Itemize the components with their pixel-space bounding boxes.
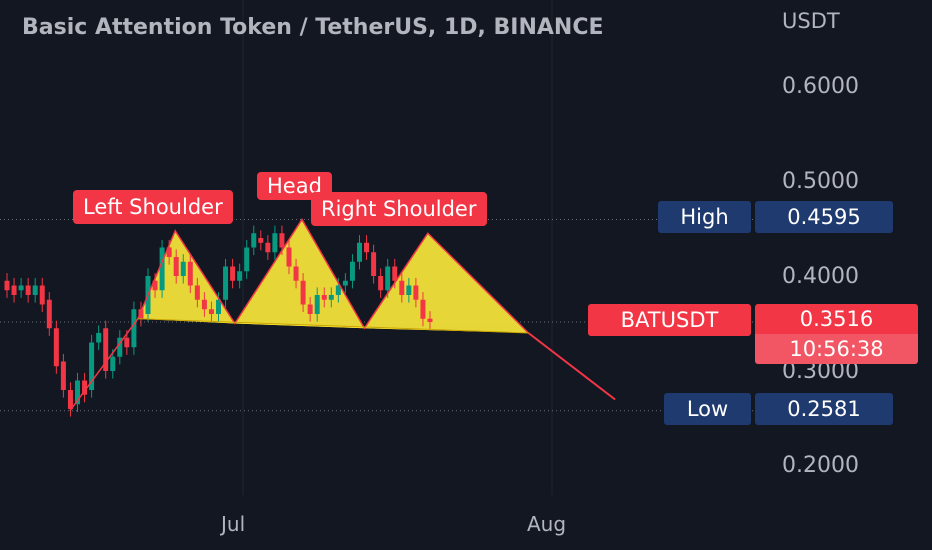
- candle-body-14: [103, 328, 109, 371]
- candle-body-28: [201, 299, 207, 310]
- candle-body-16: [117, 337, 123, 357]
- candle-body-18: [131, 309, 137, 348]
- right-shoulder-label: Right Shoulder: [311, 192, 487, 226]
- left-shoulder-triangle: [137, 230, 235, 324]
- y-tick-0600: 0.6000: [782, 74, 859, 99]
- high-value-tag: 0.4595: [755, 201, 893, 233]
- chart-title: Basic Attention Token / TetherUS, 1D, BI…: [22, 15, 604, 40]
- candle-body-26: [187, 261, 193, 286]
- countdown-tag: 10:56:38: [755, 334, 918, 364]
- candle-body-27: [194, 285, 200, 300]
- head-label: Head: [257, 172, 332, 200]
- low-value-tag: 0.2581: [755, 393, 893, 425]
- pattern-outline: [69, 218, 529, 412]
- right-shoulder-triangle: [364, 233, 529, 333]
- candle-body-2: [18, 285, 24, 291]
- y-tick-0200: 0.2000: [782, 453, 859, 478]
- candle-body-43: [307, 304, 313, 314]
- y-tick-0500: 0.5000: [782, 169, 859, 194]
- candle-body-40: [286, 247, 292, 267]
- candle-body-31: [223, 266, 229, 300]
- candle-body-5: [39, 285, 45, 305]
- candle-body-23: [166, 247, 172, 257]
- candle-body-46: [328, 295, 334, 300]
- candle-body-11: [82, 380, 88, 395]
- candle-body-41: [293, 266, 299, 281]
- candle-body-42: [300, 280, 306, 305]
- candle-body-53: [378, 276, 384, 291]
- candle-body-10: [75, 380, 80, 405]
- candle-body-50: [357, 242, 362, 262]
- currency-label: USDT: [782, 9, 840, 33]
- x-tick-aug: Aug: [527, 512, 567, 536]
- candle-body-45: [321, 295, 327, 300]
- neckline: [137, 318, 529, 334]
- candle-body-39: [279, 233, 285, 248]
- candle-body-35: [251, 233, 257, 248]
- candle-body-19: [138, 309, 144, 319]
- left-shoulder-label: Left Shoulder: [73, 190, 233, 224]
- candle-body-8: [60, 361, 66, 390]
- candle-body-1: [11, 285, 17, 295]
- candle-body-37: [265, 242, 271, 253]
- candle-body-36: [258, 238, 264, 243]
- high-label-tag: High: [658, 201, 751, 233]
- candle-body-9: [67, 390, 73, 409]
- candle-body-6: [46, 299, 52, 329]
- candle-body-47: [335, 285, 341, 295]
- candle-body-3: [25, 285, 31, 295]
- candle-body-30: [216, 299, 221, 314]
- candle-body-51: [364, 242, 370, 253]
- candle-body-21: [152, 280, 158, 291]
- candle-body-60: [427, 318, 433, 322]
- candle-body-57: [406, 285, 412, 295]
- candle-body-12: [89, 342, 95, 390]
- candle-body-33: [237, 271, 243, 281]
- candle-body-59: [420, 299, 426, 319]
- x-tick-jul: Jul: [221, 512, 246, 536]
- candle-body-34: [244, 247, 250, 272]
- candle-body-22: [159, 247, 165, 291]
- candle-body-32: [230, 266, 236, 281]
- head-triangle: [234, 219, 365, 329]
- symbol-tag: BATUSDT: [588, 304, 751, 336]
- candle-body-44: [314, 295, 320, 314]
- candle-body-24: [173, 257, 179, 276]
- candle-body-38: [272, 233, 278, 253]
- candle-body-56: [399, 280, 405, 295]
- candle-body-7: [53, 328, 59, 367]
- candle-body-49: [349, 261, 355, 281]
- breakdown-projection-line: [527, 332, 616, 401]
- candle-body-0: [4, 280, 10, 291]
- candle-body-25: [180, 261, 186, 276]
- candle-body-58: [413, 285, 419, 300]
- y-tick-0400: 0.4000: [782, 264, 859, 289]
- last-price-tag: 0.3516: [755, 304, 918, 334]
- candle-body-54: [385, 266, 391, 291]
- candle-body-29: [208, 309, 214, 314]
- candle-body-4: [32, 285, 38, 295]
- low-label-tag: Low: [664, 393, 751, 425]
- candle-body-17: [124, 337, 130, 348]
- candle-body-48: [342, 280, 348, 286]
- candle-body-52: [371, 252, 377, 276]
- candle-body-15: [110, 356, 116, 371]
- candle-body-55: [392, 266, 398, 281]
- candle-body-13: [96, 333, 102, 343]
